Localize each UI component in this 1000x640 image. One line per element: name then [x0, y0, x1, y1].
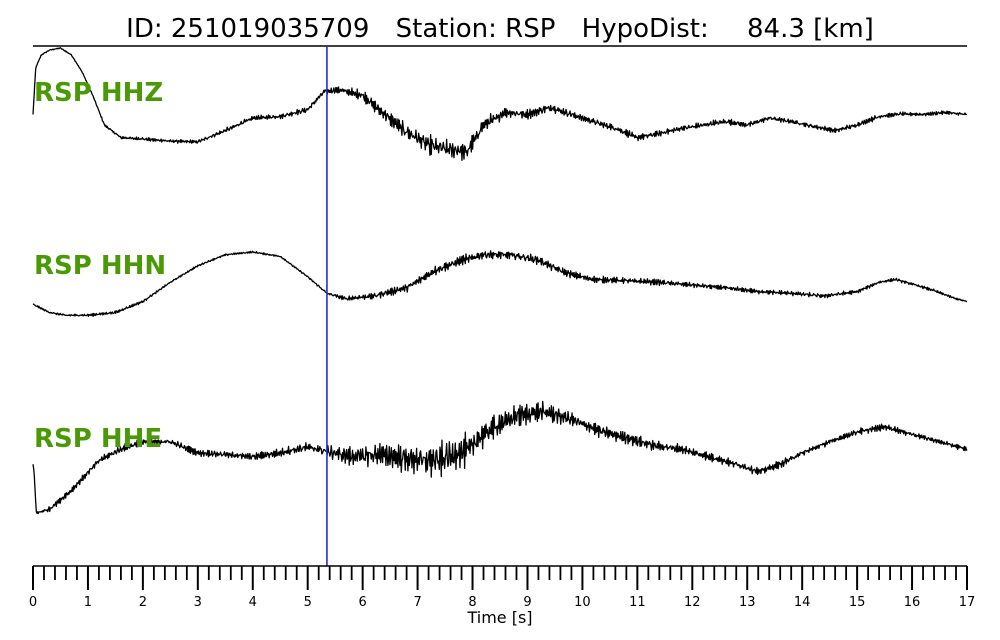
- figure-title: ID: 251019035709 Station: RSP HypoDist: …: [126, 14, 874, 44]
- id-label: ID:: [126, 14, 162, 44]
- trace-label-hhe: RSP HHE: [34, 424, 162, 454]
- time-axis: 0 1 2 3 4 5 6 7 8 9 10 11 12 13 14 15 16 17 Time [s]: [29, 565, 975, 627]
- x-tick-label: 8: [468, 595, 476, 610]
- x-tick-label: 0: [29, 595, 37, 610]
- traces-group: [32, 47, 968, 514]
- station-code: RSP: [505, 14, 555, 44]
- x-tick-label: 5: [304, 595, 312, 610]
- x-tick-label: 11: [629, 595, 646, 610]
- trace-hhn: [32, 250, 968, 317]
- x-tick-label: 14: [794, 595, 811, 610]
- x-tick-label: 2: [139, 595, 147, 610]
- hypodist-label: HypoDist:: [582, 14, 709, 44]
- x-tick-label: 4: [249, 595, 257, 610]
- x-tick-label: 7: [413, 595, 421, 610]
- x-tick-label: 13: [739, 595, 756, 610]
- tick-labels: 0 1 2 3 4 5 6 7 8 9 10 11 12 13 14 15 16 17: [29, 595, 975, 610]
- trace-label-hhz: RSP HHZ: [34, 78, 163, 108]
- x-tick-label: 6: [359, 595, 367, 610]
- x-tick-label: 16: [904, 595, 921, 610]
- hypodist-value: 84.3: [747, 14, 805, 44]
- x-axis-label: Time [s]: [466, 608, 532, 627]
- event-id: 251019035709: [171, 14, 370, 44]
- trace-hhe: [32, 400, 968, 514]
- x-tick-label: 17: [959, 595, 976, 610]
- x-tick-label: 1: [84, 595, 92, 610]
- x-tick-label: 12: [684, 595, 701, 610]
- hypodist-unit: [km]: [813, 14, 874, 44]
- trace-label-hhn: RSP HHN: [34, 251, 166, 281]
- x-tick-label: 15: [849, 595, 866, 610]
- x-tick-label: 9: [523, 595, 531, 610]
- tick-marks: [32, 566, 968, 590]
- trace-hhz: [32, 47, 968, 161]
- x-tick-label: 3: [194, 595, 202, 610]
- x-tick-label: 10: [574, 595, 591, 610]
- station-label: Station:: [396, 14, 497, 44]
